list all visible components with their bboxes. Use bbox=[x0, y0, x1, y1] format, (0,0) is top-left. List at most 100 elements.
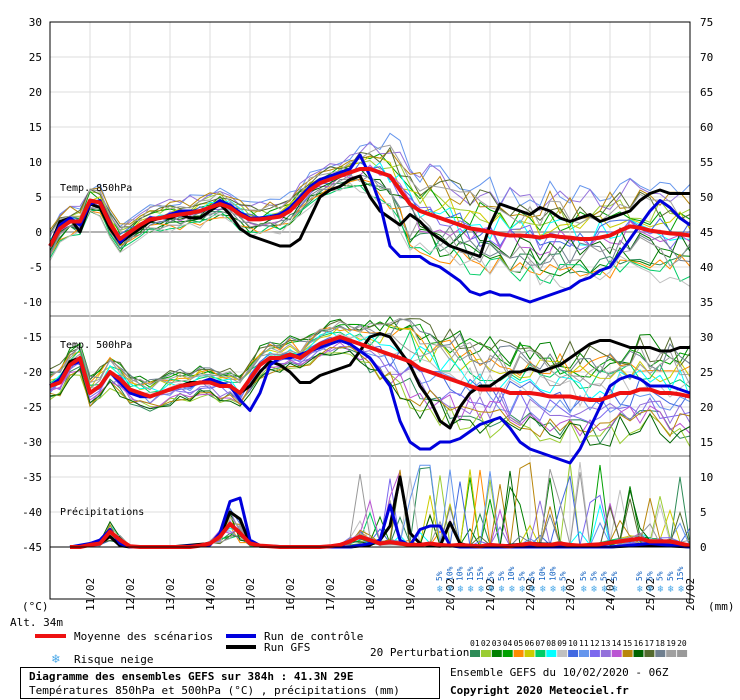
perturbation-swatch bbox=[666, 650, 677, 657]
right-tick-label: 35 bbox=[700, 296, 713, 309]
x-tick-label: 22/02 bbox=[524, 578, 537, 611]
perturbation-swatch bbox=[600, 650, 611, 657]
snow-risk-icon: ❄ bbox=[591, 584, 598, 595]
perturbation-id: 16 bbox=[634, 639, 644, 648]
snow-risk-label: 15% bbox=[466, 566, 475, 581]
left-tick-label: -15 bbox=[22, 331, 42, 344]
panel-label-t500: Temp. 500hPa bbox=[60, 340, 132, 351]
right-tick-label: 55 bbox=[700, 156, 713, 169]
legend-snow-label: Risque neige bbox=[74, 653, 153, 666]
snow-risk-icon: ❄ bbox=[678, 584, 685, 595]
perturbation-swatch bbox=[677, 650, 688, 657]
perturbation-id: 19 bbox=[666, 639, 676, 648]
snow-risk-label: 10% bbox=[445, 566, 454, 581]
left-tick-label: 25 bbox=[29, 51, 42, 64]
snow-risk-label: 10% bbox=[507, 566, 516, 581]
perturbation-swatch bbox=[502, 650, 513, 657]
snow-risk-icon: ❄ bbox=[581, 584, 588, 595]
perturbation-swatch bbox=[644, 650, 655, 657]
perturbation-swatch bbox=[535, 650, 546, 657]
right-tick-label: 30 bbox=[700, 331, 713, 344]
snow-risk-icon: ❄ bbox=[499, 584, 506, 595]
left-axis-unit: (°C) bbox=[22, 600, 49, 613]
perturbation-id: 20 bbox=[677, 639, 687, 648]
x-tick-label: 21/02 bbox=[484, 578, 497, 611]
member-line-t500 bbox=[49, 345, 691, 425]
perturbation-swatch bbox=[589, 650, 600, 657]
perturbation-id: 04 bbox=[503, 639, 513, 648]
snow-risk-icon: ❄ bbox=[468, 584, 475, 595]
x-tick-label: 16/02 bbox=[284, 578, 297, 611]
perturbation-id: 09 bbox=[557, 639, 567, 648]
right-tick-label: 40 bbox=[700, 261, 713, 274]
perturbation-swatch bbox=[568, 650, 579, 657]
left-tick-label: -35 bbox=[22, 471, 42, 484]
snow-risk-label: 5% bbox=[559, 571, 568, 581]
x-tick-label: 25/02 bbox=[644, 578, 657, 611]
snowflake-icon: ❄ bbox=[51, 652, 60, 667]
snow-risk-label: 5% bbox=[645, 571, 654, 581]
snow-risk-icon: ❄ bbox=[478, 584, 485, 595]
member-line-t500 bbox=[49, 326, 691, 391]
right-tick-label: 10 bbox=[700, 471, 713, 484]
snow-risk-label: 5% bbox=[589, 571, 598, 581]
perturbation-swatch bbox=[557, 650, 568, 657]
perturbations-label: 20 Perturbations bbox=[370, 646, 476, 659]
left-tick-label: 30 bbox=[29, 16, 42, 29]
perturbation-id: 18 bbox=[655, 639, 665, 648]
perturbation-legend: 01 02 03 04 05 06 07 08 09 10 11 12 13 14 15 16 17 18 19 20 bbox=[470, 639, 688, 657]
member-line-t850 bbox=[49, 146, 691, 233]
snow-risk-icon: ❄ bbox=[509, 584, 516, 595]
left-tick-label: -25 bbox=[22, 401, 42, 414]
member-line-t500 bbox=[49, 318, 691, 385]
snow-risk-label: 10% bbox=[548, 566, 557, 581]
right-tick-label: 0 bbox=[700, 541, 707, 554]
snow-risk-label: 5% bbox=[600, 571, 609, 581]
left-tick-label: -30 bbox=[22, 436, 42, 449]
snow-risk-icon: ❄ bbox=[540, 584, 547, 595]
snow-risk-icon: ❄ bbox=[647, 584, 654, 595]
snow-risk: 5%❄10%❄10%❄15%❄15%❄5%❄5%❄10%❄5%❄5%❄10%❄1… bbox=[435, 566, 685, 595]
snow-risk-label: 5% bbox=[435, 571, 444, 581]
legend-gfs-label: Run GFS bbox=[264, 641, 310, 654]
legend-control-label: Run de contrôle bbox=[264, 630, 363, 643]
right-tick-label: 5 bbox=[700, 506, 707, 519]
x-tick-label: 11/02 bbox=[84, 578, 97, 611]
snow-risk-label: 5% bbox=[666, 571, 675, 581]
x-tick-label: 12/02 bbox=[124, 578, 137, 611]
snow-risk-icon: ❄ bbox=[489, 584, 496, 595]
x-tick-label: 20/02 bbox=[444, 578, 457, 611]
snow-risk-label: 15% bbox=[476, 566, 485, 581]
perturbation-swatch bbox=[480, 650, 491, 657]
perturbation-swatch bbox=[633, 650, 644, 657]
member-line-t850 bbox=[49, 153, 691, 245]
perturbation-id: 11 bbox=[579, 639, 589, 648]
member-line-t850 bbox=[49, 144, 691, 236]
perturbation-id: 06 bbox=[525, 639, 535, 648]
snow-risk-label: 5% bbox=[579, 571, 588, 581]
snow-risk-icon: ❄ bbox=[658, 584, 665, 595]
right-tick-label: 65 bbox=[700, 86, 713, 99]
right-axis-unit: (mm) bbox=[708, 600, 735, 613]
x-tick-label: 18/02 bbox=[364, 578, 377, 611]
snow-risk-icon: ❄ bbox=[458, 584, 465, 595]
left-tick-label: 10 bbox=[29, 156, 42, 169]
legend-mean-label: Moyenne des scénarios bbox=[74, 630, 213, 643]
snow-risk-label: 5% bbox=[635, 571, 644, 581]
right-tick-label: 70 bbox=[700, 51, 713, 64]
member-line-t500 bbox=[49, 350, 691, 447]
left-tick-label: -45 bbox=[22, 541, 42, 554]
member-line-t500 bbox=[49, 346, 691, 445]
x-tick-label: 23/02 bbox=[564, 578, 577, 611]
copyright: Copyright 2020 Meteociel.fr bbox=[450, 684, 629, 697]
left-tick-label: 15 bbox=[29, 121, 42, 134]
snow-risk-icon: ❄ bbox=[530, 584, 537, 595]
perturbation-id: 05 bbox=[514, 639, 524, 648]
x-tick-label: 17/02 bbox=[324, 578, 337, 611]
perturbation-id: 02 bbox=[481, 639, 491, 648]
perturbation-id: 10 bbox=[568, 639, 578, 648]
panel-label-precip: Précipitations bbox=[60, 506, 144, 518]
x-tick-label: 19/02 bbox=[404, 578, 417, 611]
left-tick-label: -10 bbox=[22, 296, 42, 309]
